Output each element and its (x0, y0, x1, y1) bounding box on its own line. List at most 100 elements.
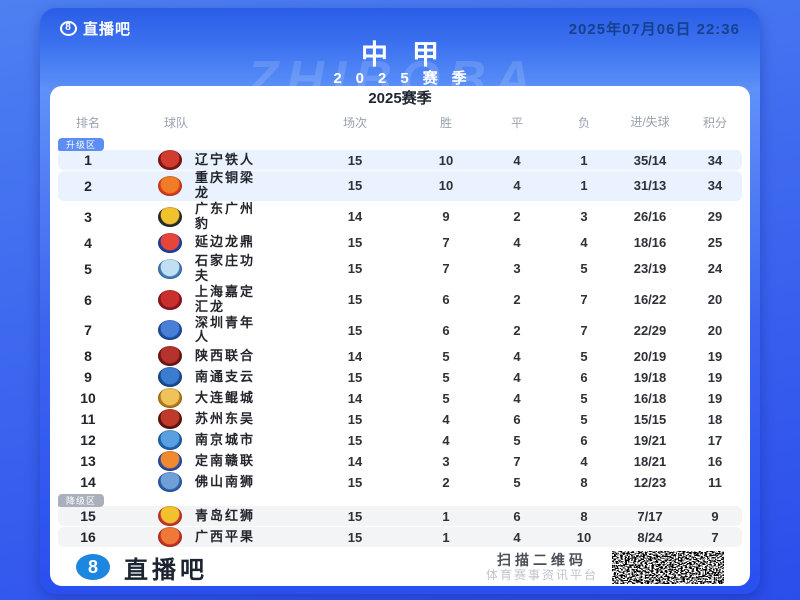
draw-cell: 5 (513, 474, 521, 490)
team-logo-icon (158, 206, 182, 227)
played-cell: 15 (347, 369, 363, 385)
draw-cell: 5 (513, 432, 521, 448)
loss-cell: 5 (580, 390, 588, 406)
draw-cell: 4 (513, 178, 521, 194)
played-cell: 15 (347, 178, 363, 194)
team-name: 陕西联合 (195, 347, 256, 363)
card-footer: 8 直播吧 扫描二维码 体育赛事资讯平台 (50, 548, 750, 586)
team-cell[interactable]: 深圳青年人 (118, 315, 300, 346)
table-row[interactable]: 13 定南赣联 14 3 7 4 18/21 16 (58, 451, 742, 472)
goals-cell: 18/21 (633, 453, 667, 469)
team-cell[interactable]: 石家庄功夫 (118, 252, 300, 284)
win-cell: 10 (438, 178, 454, 194)
team-cell[interactable]: 上海嘉定汇龙 (118, 284, 300, 315)
zone-badge: 降级区 (58, 494, 105, 508)
played-cell: 14 (347, 209, 363, 225)
table-row[interactable]: 10 大连鲲城 14 5 4 5 16/18 19 (58, 388, 742, 409)
qr-caption: 扫描二维码 体育赛事资讯平台 (486, 552, 598, 582)
table-row[interactable]: 6 上海嘉定汇龙 15 6 2 7 16/22 20 (58, 284, 742, 315)
table-row[interactable]: 9 南通支云 15 5 4 6 19/18 19 (58, 367, 742, 388)
team-cell[interactable]: 陕西联合 (118, 346, 300, 367)
win-cell: 4 (442, 432, 450, 448)
team-cell[interactable]: 南京城市 (118, 430, 300, 451)
rank-cell: 16 (80, 529, 96, 546)
footer-brand-name: 直播吧 (124, 556, 208, 584)
loss-cell: 1 (580, 152, 588, 168)
col-header-played: 场次 (342, 115, 367, 130)
team-name: 辽宁铁人 (195, 151, 256, 167)
zhibo8-circle-icon: 8 (60, 20, 77, 36)
draw-cell: 4 (513, 369, 521, 385)
table-row[interactable]: 8 陕西联合 14 5 4 5 20/19 19 (58, 346, 742, 367)
draw-cell: 7 (513, 453, 521, 469)
draw-cell: 2 (513, 292, 521, 308)
played-cell: 15 (347, 474, 363, 490)
team-cell[interactable]: 大连鲲城 (118, 388, 300, 409)
brand-logo: 8 直播吧 (60, 18, 131, 39)
table-row[interactable]: 4 延边龙鼎 15 7 4 4 18/16 25 (58, 232, 742, 253)
team-cell[interactable]: 辽宁铁人 (118, 150, 300, 170)
rank-cell: 11 (80, 411, 96, 428)
table-row[interactable]: 2 重庆铜梁龙 15 10 4 1 31/13 34 (58, 170, 742, 201)
team-name: 广东广州豹 (195, 200, 256, 231)
qr-caption-subtitle: 体育赛事资讯平台 (485, 568, 598, 583)
played-cell: 14 (347, 348, 363, 364)
team-cell[interactable]: 延边龙鼎 (118, 232, 300, 253)
points-cell: 34 (707, 178, 723, 194)
goals-cell: 15/15 (633, 411, 667, 427)
table-row[interactable]: 16 广西平果 15 1 4 10 8/24 7 (58, 527, 742, 548)
rank-cell: 12 (80, 432, 96, 449)
loss-cell: 1 (580, 178, 588, 194)
loss-cell: 6 (580, 369, 588, 385)
team-cell[interactable]: 青岛红狮 (118, 506, 300, 527)
team-logo-icon (158, 527, 182, 548)
table-row[interactable]: 7 深圳青年人 15 6 2 7 22/29 20 (58, 315, 742, 346)
rank-cell: 10 (80, 390, 96, 407)
table-row[interactable]: 5 石家庄功夫 15 7 3 5 23/19 24 (58, 252, 742, 284)
col-header-draw: 平 (510, 115, 523, 130)
team-cell[interactable]: 苏州东吴 (118, 409, 300, 430)
league-table-poster: ZHIBOBA 8 直播吧 2025年07月06日 22:36 中甲 2025赛… (40, 8, 760, 594)
team-name: 石家庄功夫 (195, 252, 256, 283)
top-bar: 8 直播吧 2025年07月06日 22:36 (60, 17, 740, 39)
table-row[interactable]: 降级区 15 青岛红狮 15 1 6 8 7/17 9 (58, 494, 742, 527)
team-logo-icon (158, 367, 182, 388)
col-header-team: 球队 (164, 115, 189, 130)
win-cell: 1 (442, 508, 450, 524)
rank-cell: 14 (80, 474, 96, 491)
team-cell[interactable]: 广东广州豹 (118, 200, 300, 232)
points-cell: 18 (707, 411, 723, 427)
team-logo-icon (158, 320, 182, 341)
win-cell: 4 (442, 411, 450, 427)
team-cell[interactable]: 重庆铜梁龙 (118, 170, 300, 201)
team-name: 南京城市 (195, 431, 256, 447)
rank-cell: 15 (80, 508, 96, 525)
qr-caption-title: 扫描二维码 (496, 552, 587, 569)
win-cell: 3 (442, 453, 450, 469)
team-cell[interactable]: 南通支云 (118, 367, 300, 388)
team-logo-icon (158, 175, 182, 196)
points-cell: 34 (707, 152, 723, 168)
table-row[interactable]: 3 广东广州豹 14 9 2 3 26/16 29 (58, 200, 742, 232)
loss-cell: 5 (580, 348, 588, 364)
table-row[interactable]: 11 苏州东吴 15 4 6 5 15/15 18 (58, 409, 742, 430)
table-row[interactable]: 升级区 1 辽宁铁人 15 10 4 1 35/14 34 (58, 138, 742, 170)
loss-cell: 3 (580, 209, 588, 225)
draw-cell: 4 (513, 235, 521, 251)
loss-cell: 8 (580, 508, 588, 524)
team-cell[interactable]: 广西平果 (118, 527, 300, 548)
team-cell[interactable]: 定南赣联 (118, 451, 300, 472)
table-row[interactable]: 14 佛山南狮 15 2 5 8 12/23 11 (58, 472, 742, 493)
col-header-goals: 进/失球 (630, 114, 670, 129)
points-cell: 7 (711, 529, 719, 545)
table-row[interactable]: 12 南京城市 15 4 5 6 19/21 17 (58, 430, 742, 451)
table-header-row: 排名 球队 场次 胜 平 负 进/失球 积分 (50, 108, 750, 136)
draw-cell: 3 (513, 261, 521, 277)
team-name: 青岛红狮 (195, 507, 256, 523)
loss-cell: 8 (580, 474, 588, 490)
team-cell[interactable]: 佛山南狮 (118, 472, 300, 493)
goals-cell: 19/18 (633, 369, 667, 385)
col-header-rank: 排名 (75, 115, 100, 130)
loss-cell: 4 (580, 453, 588, 469)
